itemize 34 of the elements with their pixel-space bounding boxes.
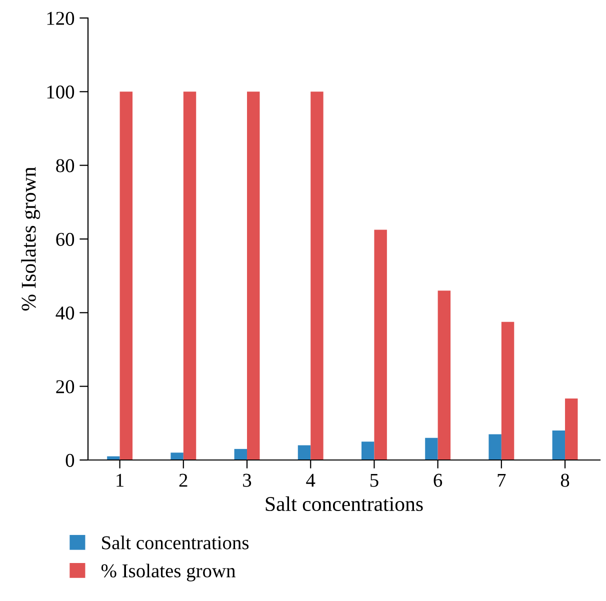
bar bbox=[552, 430, 566, 460]
y-tick-label: 80 bbox=[56, 159, 74, 172]
y-tick-label: 20 bbox=[56, 380, 74, 394]
bar bbox=[170, 452, 184, 460]
bar bbox=[183, 92, 196, 460]
bar bbox=[374, 230, 387, 460]
bar bbox=[488, 434, 502, 460]
x-tick-label: 1 bbox=[116, 474, 124, 487]
bar bbox=[425, 438, 438, 460]
x-tick-label: 3 bbox=[243, 474, 252, 487]
x-tick-label: 6 bbox=[434, 474, 442, 487]
bar bbox=[298, 445, 311, 460]
x-tick-label: 7 bbox=[498, 474, 506, 487]
x-tick-label: 4 bbox=[306, 474, 316, 487]
x-tick-label: 5 bbox=[370, 474, 378, 487]
x-axis-title: Salt concentrations bbox=[266, 496, 423, 512]
bar bbox=[120, 92, 133, 460]
bar bbox=[565, 398, 578, 460]
y-tick-label: 40 bbox=[56, 306, 74, 320]
legend-label: Salt concentrations bbox=[102, 536, 249, 550]
y-tick-label: 100 bbox=[47, 85, 74, 99]
y-tick-label: 0 bbox=[66, 454, 74, 467]
legend-label: % Isolates grown bbox=[101, 564, 236, 582]
y-tick-label: 120 bbox=[47, 12, 74, 25]
bar bbox=[247, 92, 260, 460]
bar bbox=[361, 442, 374, 460]
bar bbox=[310, 92, 324, 460]
x-tick-label: 8 bbox=[560, 474, 570, 487]
bar bbox=[234, 448, 248, 460]
x-tick-label: 2 bbox=[179, 474, 188, 487]
bar bbox=[501, 322, 514, 460]
y-axis-title: % Isolates grown bbox=[21, 166, 40, 311]
bar bbox=[438, 290, 451, 460]
y-tick-label: 60 bbox=[56, 232, 74, 246]
